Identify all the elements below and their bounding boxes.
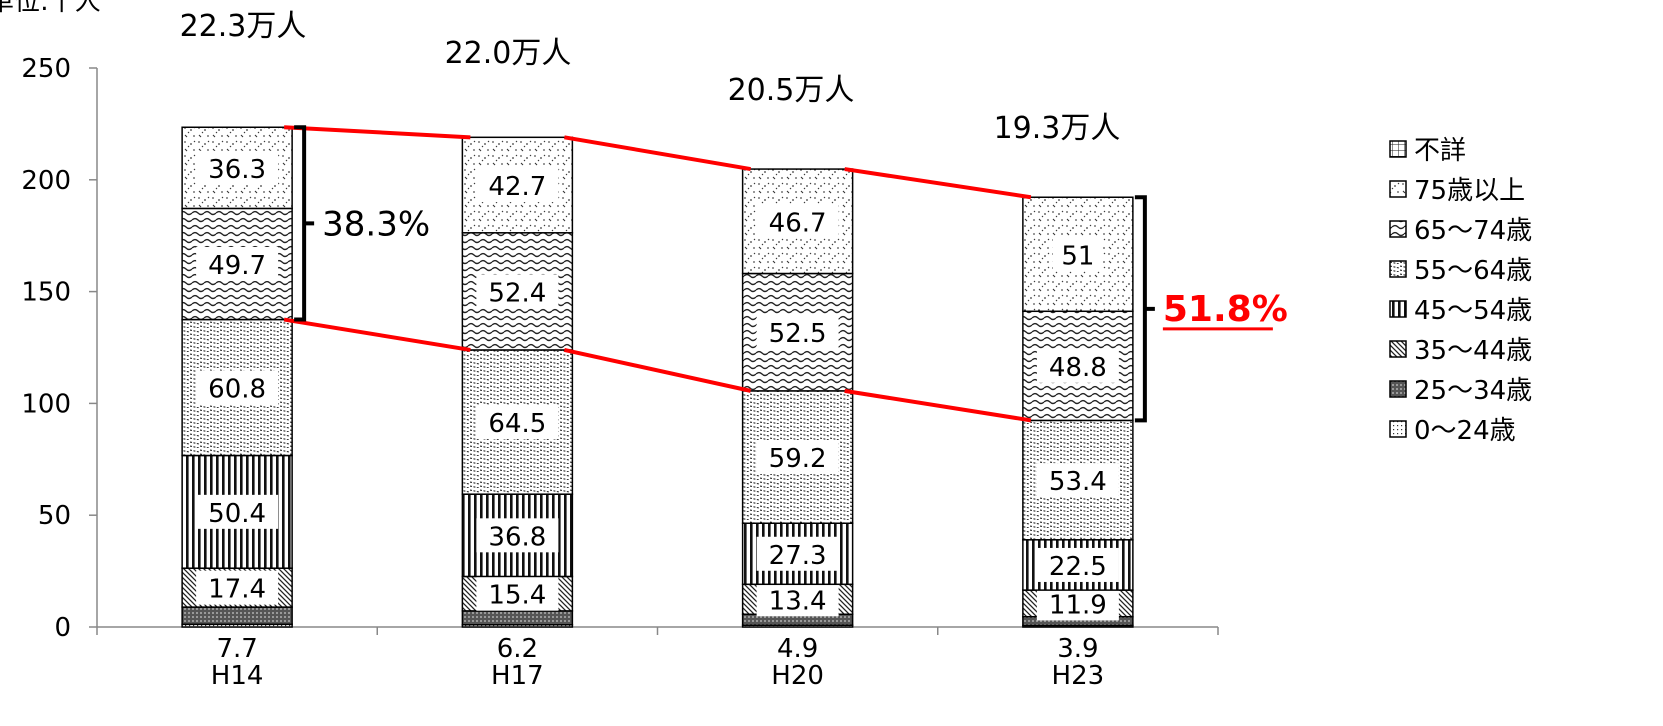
data-label-bg	[196, 370, 279, 405]
data-label: 36.3	[208, 155, 266, 185]
bracket-label: 51.8%	[1163, 289, 1288, 330]
data-label: 60.8	[208, 375, 266, 405]
data-label: 51	[1061, 241, 1094, 271]
x-tick-label: H17	[491, 661, 544, 691]
connector-line-lower	[283, 317, 471, 352]
legend-label: 25〜34歳	[1414, 376, 1532, 406]
data-label: 4.9	[777, 634, 818, 664]
bars: 7.7 17.4 50.4 60.8 49.7 36.3 6.2 15.4 36.8 64.5 52…	[180, 9, 1134, 664]
data-label: 52.5	[769, 319, 827, 349]
data-label: 52.4	[488, 278, 546, 308]
data-label: 50.4	[208, 499, 266, 529]
x-tick-label: H20	[771, 661, 824, 691]
data-label: 7.7	[216, 634, 257, 664]
bar-segment	[461, 610, 574, 626]
data-label: 17.4	[208, 575, 266, 605]
data-label-bg	[756, 440, 839, 475]
data-label-bg	[1052, 237, 1103, 272]
data-label: 46.7	[769, 208, 827, 238]
y-tick-label: 150	[21, 278, 71, 308]
data-label: 59.2	[769, 444, 827, 474]
bracket	[294, 125, 315, 322]
data-label-bg	[756, 536, 839, 571]
x-tick-label: H23	[1052, 661, 1105, 691]
data-label: 22.5	[1049, 552, 1107, 582]
data-label: 49.7	[208, 251, 266, 281]
legend-swatch	[1389, 300, 1407, 318]
bracket	[1134, 195, 1155, 423]
bracket-label: 38.3%	[322, 204, 430, 244]
total-label: 22.0万人	[445, 36, 572, 71]
data-label: 36.8	[488, 522, 546, 552]
y-axis: 0 50 100 150 200 250	[21, 54, 98, 643]
data-label-bg	[756, 315, 839, 350]
data-label: 15.4	[488, 581, 546, 611]
data-label: 42.7	[488, 172, 546, 202]
data-label-bg	[476, 518, 559, 553]
annotations: 38.3% 51.8%	[294, 125, 1288, 423]
legend: 不詳 75歳以上 65〜74歳 55〜64歳 45〜54歳 35〜44歳 25〜34歳 0〜2…	[1389, 136, 1532, 446]
legend-swatch	[1389, 140, 1407, 158]
y-tick-label: 100	[21, 389, 71, 419]
legend-label: 45〜54歳	[1414, 296, 1532, 326]
data-label-bg	[756, 204, 839, 239]
connector-line-top	[564, 135, 751, 172]
data-label-bg	[196, 150, 279, 185]
legend-label: 0〜24歳	[1414, 416, 1516, 446]
data-label: 3.9	[1057, 634, 1098, 664]
legend-swatch	[1389, 220, 1407, 238]
legend-label: 35〜44歳	[1414, 336, 1532, 366]
data-label-bg	[476, 168, 559, 203]
data-label-bg	[756, 582, 839, 617]
connector-line-lower	[563, 348, 752, 393]
y-tick-label: 50	[38, 501, 71, 531]
total-label: 22.3万人	[180, 9, 307, 44]
data-label-bg	[1036, 547, 1119, 582]
total-label: 20.5万人	[728, 73, 855, 108]
data-label-bg	[1036, 463, 1119, 498]
connector-lines	[283, 125, 1032, 423]
data-label-bg	[476, 405, 559, 440]
data-label-bg	[196, 246, 279, 281]
data-label-bg	[476, 576, 559, 611]
data-label: 13.4	[769, 586, 827, 616]
x-tick-label: H14	[211, 661, 264, 691]
connector-line-top	[284, 125, 471, 140]
connector-line-lower	[844, 388, 1032, 423]
legend-swatch	[1389, 380, 1407, 398]
data-label-bg	[1036, 586, 1119, 621]
bar-segment	[181, 606, 293, 626]
y-tick-label: 200	[21, 166, 71, 196]
data-label: 53.4	[1049, 467, 1107, 497]
data-label: 6.2	[497, 634, 538, 664]
data-label-bg	[196, 570, 279, 605]
data-label: 48.8	[1049, 353, 1107, 383]
data-label-bg	[1036, 348, 1119, 383]
data-label: 27.3	[769, 541, 827, 571]
data-label: 11.9	[1049, 590, 1107, 620]
legend-swatch	[1389, 420, 1407, 438]
legend-swatch	[1389, 180, 1407, 198]
legend-label: 不詳	[1414, 136, 1466, 166]
data-label-bg	[476, 274, 559, 309]
data-label: 64.5	[488, 409, 546, 439]
y-tick-label: 250	[21, 54, 71, 84]
total-label: 19.3万人	[994, 111, 1121, 146]
legend-label: 65〜74歳	[1414, 216, 1532, 246]
unit-label: 単位:千人	[0, 0, 101, 17]
data-label-bg	[196, 494, 279, 529]
legend-swatch	[1389, 260, 1407, 278]
legend-label: 75歳以上	[1414, 176, 1525, 206]
y-tick-label: 0	[54, 613, 71, 643]
legend-label: 55〜64歳	[1414, 256, 1532, 286]
legend-swatch	[1389, 340, 1407, 358]
x-axis: H14 H17 H20 H23	[96, 626, 1219, 691]
connector-line-top	[844, 167, 1032, 200]
